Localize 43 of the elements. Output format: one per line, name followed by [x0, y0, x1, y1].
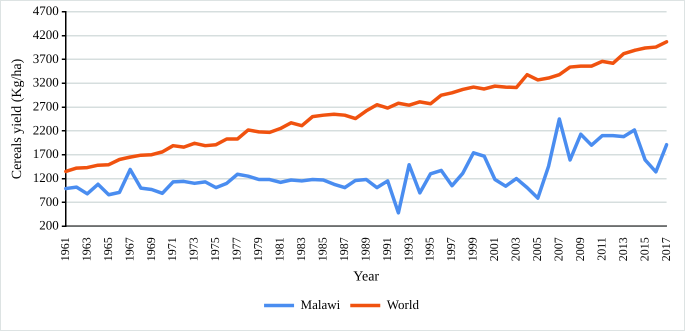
x-tick-label: 1999 — [466, 237, 480, 262]
x-tick-label: 1965 — [100, 237, 115, 262]
x-tick-label: 1961 — [58, 237, 72, 262]
x-tick-label: 1963 — [79, 237, 94, 262]
x-tick-label: 2005 — [530, 237, 544, 262]
x-tick-label: 1967 — [122, 237, 136, 262]
x-tick-label: 1983 — [294, 237, 308, 262]
x-tick-label: 1985 — [315, 237, 330, 262]
x-tick-label: 1995 — [422, 237, 437, 262]
legend-label: Malawi — [300, 296, 341, 312]
y-tick-label: 2200 — [32, 122, 59, 138]
x-tick-label: 2007 — [551, 237, 566, 262]
x-tick-label: 2001 — [487, 237, 502, 262]
x-tick-label: 1981 — [272, 237, 287, 262]
x-tick-label: 1997 — [444, 237, 458, 262]
y-tick-label: 4700 — [32, 3, 59, 18]
x-tick-label: 1969 — [144, 237, 158, 262]
x-tick-label: 2015 — [637, 237, 652, 262]
x-tick-label: 1979 — [251, 237, 266, 262]
x-tick-label: 1991 — [380, 237, 394, 262]
y-tick-label: 2700 — [32, 98, 59, 114]
y-tick-label: 200 — [39, 218, 59, 233]
x-tick-label: 1989 — [358, 237, 372, 262]
x-tick-label: 1975 — [208, 237, 222, 262]
y-tick-label: 700 — [39, 194, 59, 209]
y-tick-label: 1700 — [32, 146, 59, 162]
x-tick-label: 1977 — [230, 237, 244, 262]
x-tick-label: 1971 — [165, 237, 180, 262]
x-tick-label: 1987 — [336, 237, 351, 262]
x-tick-label: 2013 — [616, 237, 630, 262]
x-tick-label: 2011 — [594, 237, 608, 261]
x-tick-label: 1973 — [186, 237, 201, 262]
y-tick-label: 1200 — [32, 170, 59, 185]
x-axis-title: Year — [353, 269, 380, 284]
x-tick-label: 2009 — [572, 237, 587, 262]
y-tick-label: 4200 — [32, 27, 59, 42]
legend-label: World — [386, 296, 420, 312]
x-tick-label: 2017 — [658, 237, 673, 262]
y-tick-label: 3700 — [32, 50, 59, 66]
y-tick-label: 3200 — [32, 74, 59, 90]
x-tick-label: 1993 — [401, 237, 416, 262]
x-tick-label: 2003 — [508, 237, 523, 262]
y-axis-title: Cereals yield (Kg/ha) — [10, 58, 26, 180]
